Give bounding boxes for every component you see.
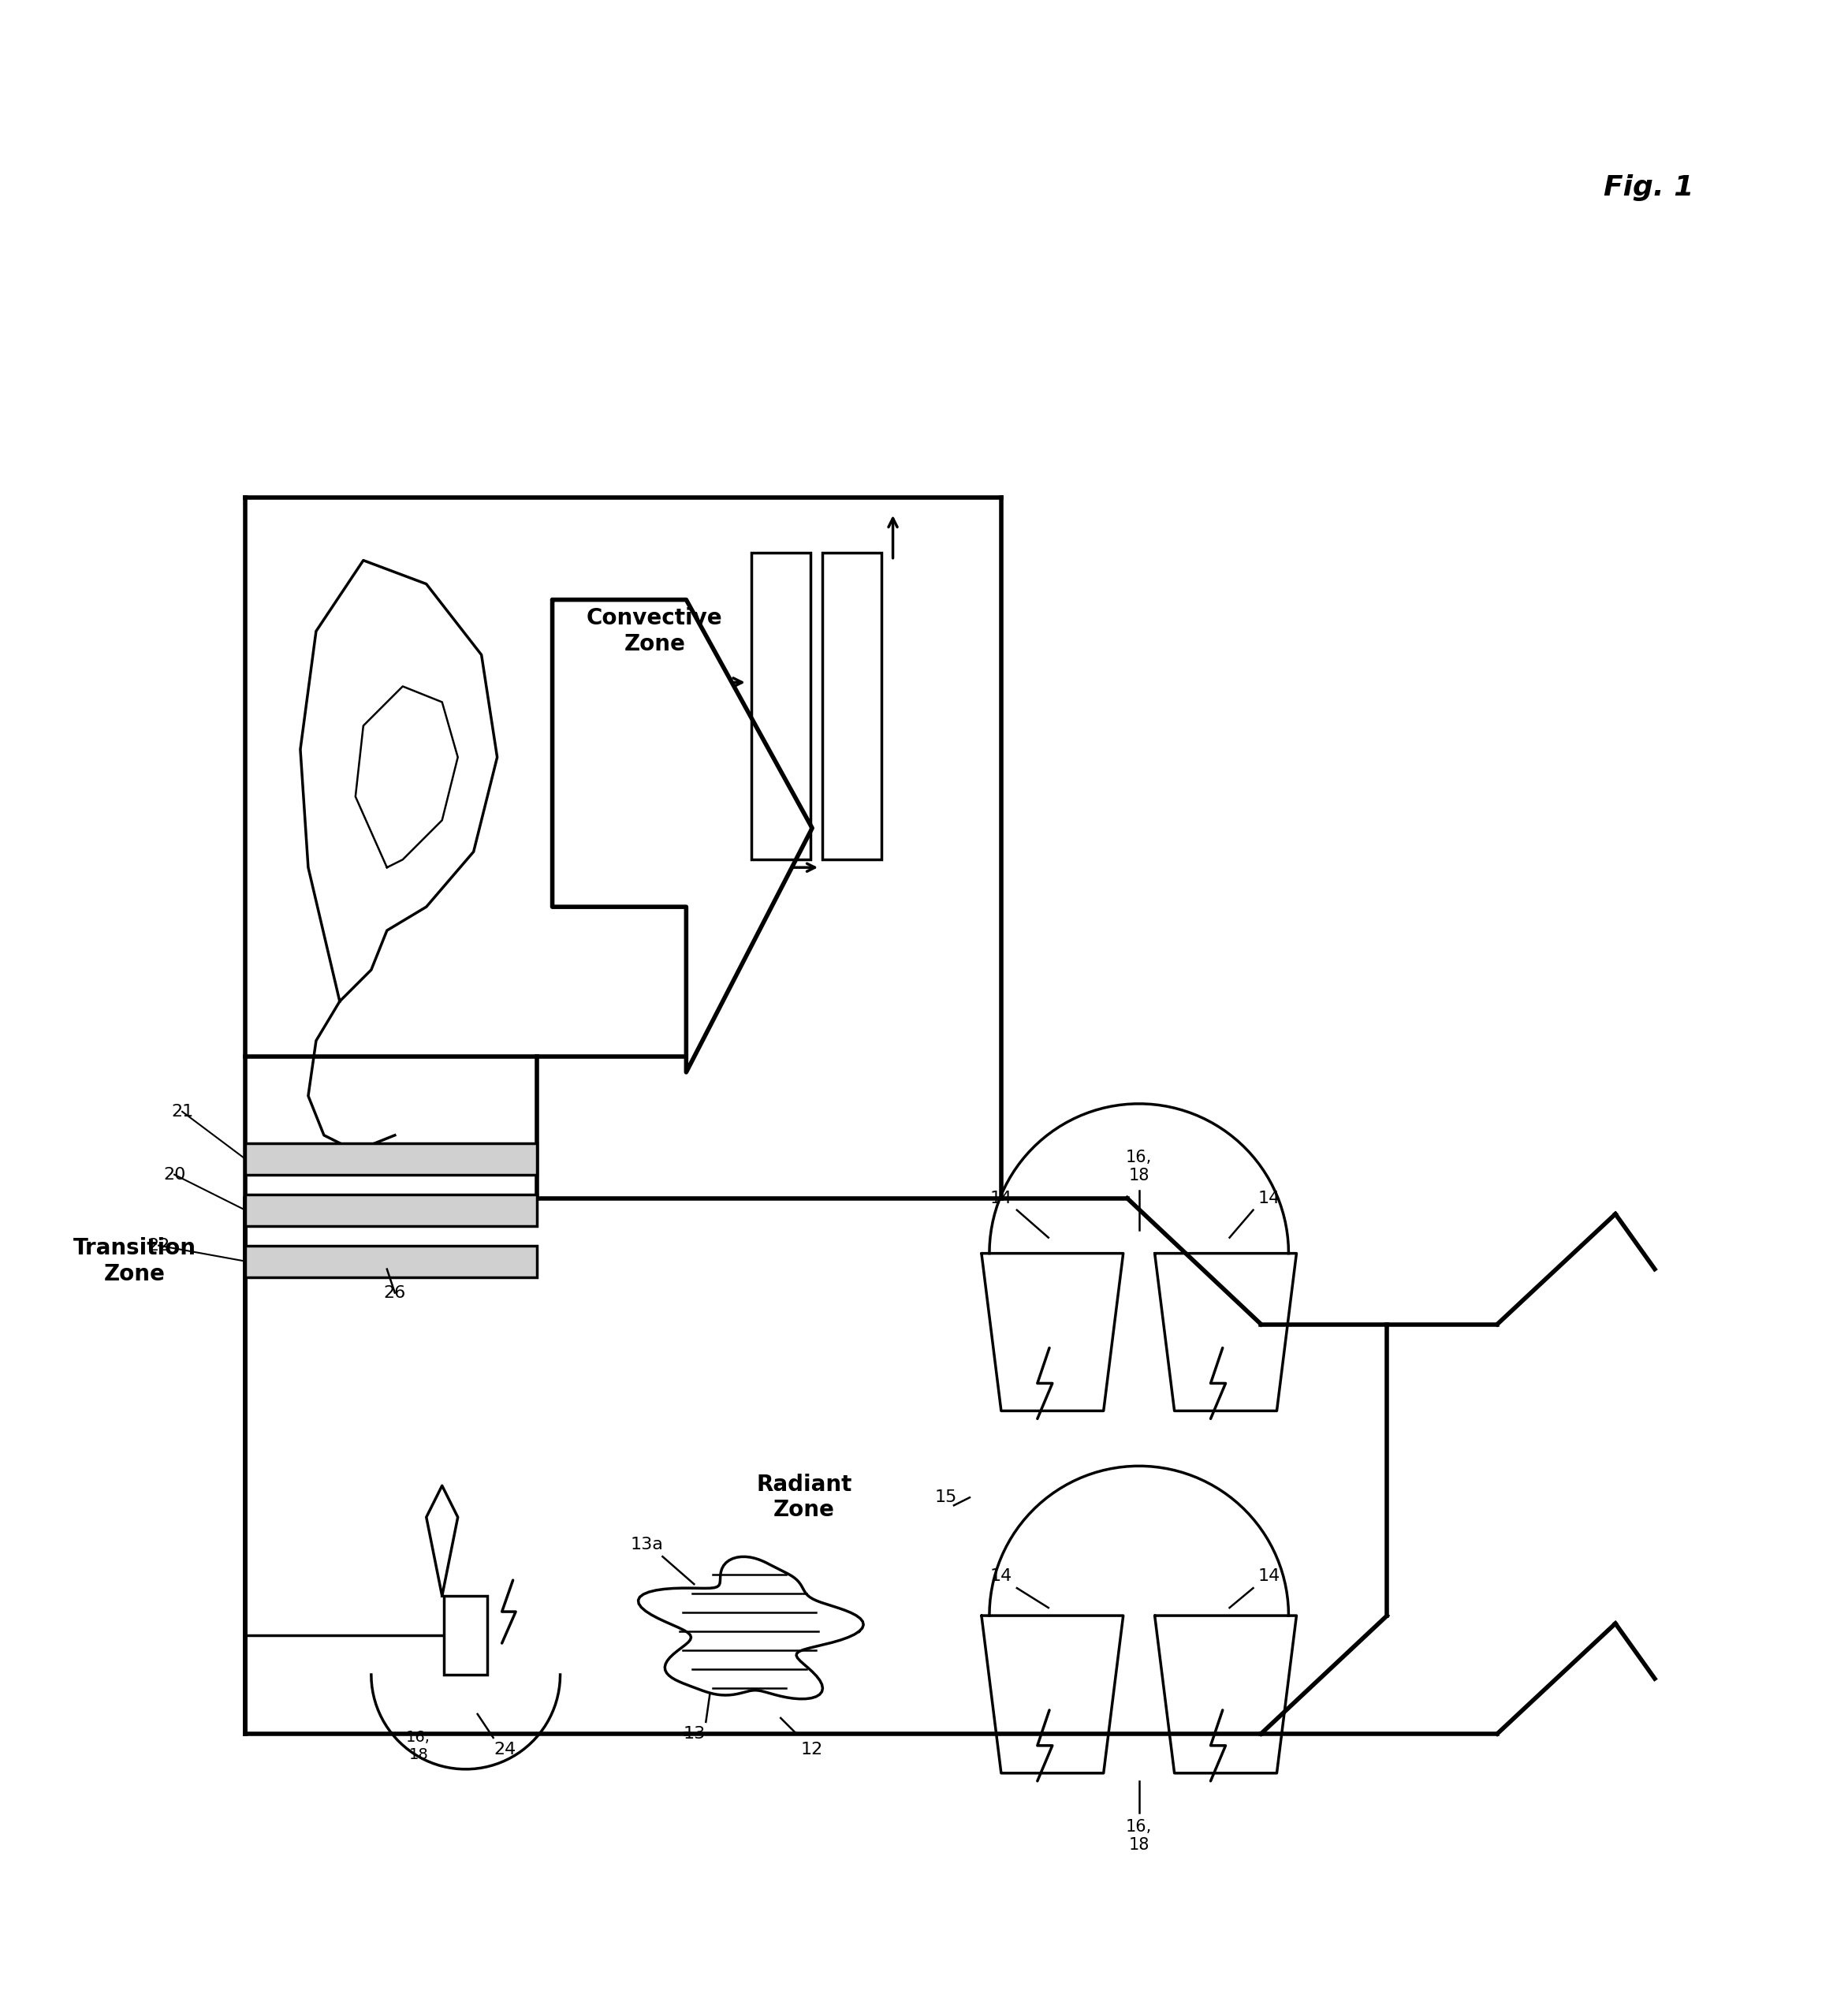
Text: 24: 24 [493, 1742, 516, 1758]
Text: 21: 21 [172, 1103, 194, 1119]
Text: 26: 26 [384, 1286, 407, 1300]
Bar [246, 1193, 536, 1225]
Text: 15: 15 [935, 1489, 957, 1505]
Bar [750, 552, 809, 860]
Bar [444, 1595, 488, 1676]
Bar [246, 1246, 536, 1278]
Text: Transition
Zone: Transition Zone [74, 1238, 196, 1286]
Bar [822, 552, 881, 860]
Text: 14: 14 [991, 1191, 1013, 1205]
Text: Radiant
Zone: Radiant Zone [756, 1475, 852, 1521]
Text: Convective
Zone: Convective Zone [586, 607, 723, 655]
Polygon shape [553, 601, 811, 1073]
Text: 14: 14 [1258, 1569, 1281, 1585]
Text: 14: 14 [991, 1569, 1013, 1585]
Text: 16,
18: 16, 18 [1125, 1818, 1151, 1852]
Text: Fig. 1: Fig. 1 [1604, 175, 1695, 201]
Text: 14: 14 [1258, 1191, 1281, 1205]
Text: 22: 22 [148, 1238, 170, 1254]
Text: 20: 20 [163, 1167, 185, 1183]
Bar [246, 1143, 536, 1175]
Text: 12: 12 [800, 1742, 824, 1758]
Text: 16,
18: 16, 18 [407, 1730, 431, 1762]
Text: 16,
18: 16, 18 [1125, 1149, 1151, 1183]
Text: 13a: 13a [630, 1537, 663, 1553]
Text: 13: 13 [684, 1726, 706, 1742]
